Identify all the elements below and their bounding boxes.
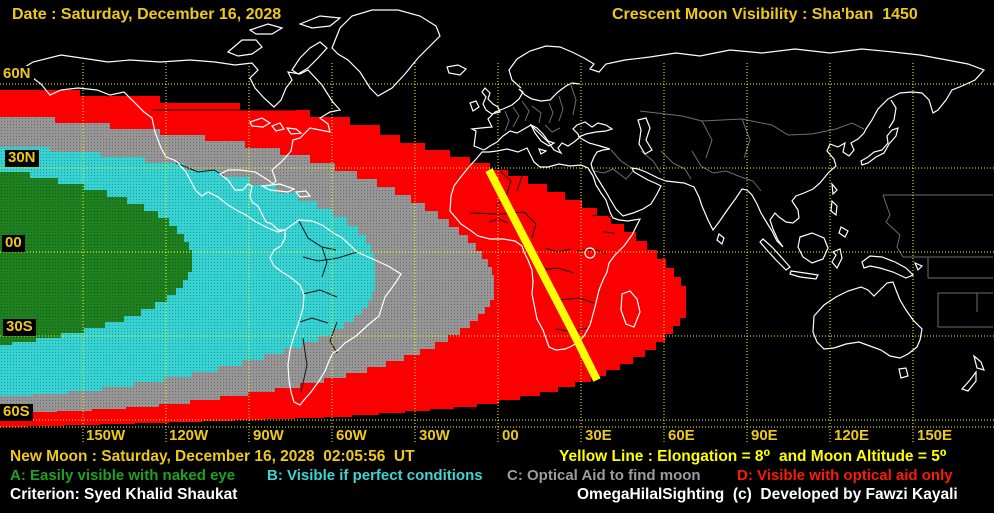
maritime-boundary-boxes [882,194,993,328]
lon-label-90e: 90E [751,427,778,444]
mediterranean-north-coast [483,124,580,155]
iceland-coast [446,64,468,76]
madagascar-coast [620,290,641,328]
new-guinea-coast [861,255,924,279]
lake-victoria [584,247,596,259]
visibility-zones [0,90,686,427]
country-borders-outside-zones [504,84,993,328]
lon-label-120w: 120W [169,427,209,444]
legend-c-optical-aid-find: C: Optical Aid to find moon [507,467,701,484]
lon-label-60e: 60E [668,427,695,444]
criterion-label: Criterion: Syed Khalid Shaukat [10,486,238,503]
lon-label-60w: 60W [336,427,367,444]
coastlines [18,9,986,406]
lon-label-150e: 150E [917,427,953,444]
lat-label-30n: 30N [5,150,39,167]
north-america-coast [18,54,342,233]
southeast-asia-islands [716,199,849,280]
yellow-line-info: Yellow Line : Elongation = 8⁰ and Moon A… [559,448,947,465]
australia-coast [812,281,923,379]
greenland-coast [331,9,441,97]
yellow-elongation-line [485,168,601,382]
page-title: Crescent Moon Visibility : Sha'ban 1450 [612,6,918,23]
lat-label-60s: 60S [0,404,33,421]
caribbean-islands [259,183,312,198]
japan-coast [831,99,899,196]
british-isles-coast [469,87,501,115]
legend-d-optical-aid-only: D: Visible with optical aid only [737,467,953,484]
lon-label-90w: 90W [253,427,284,444]
new-moon-info: New Moon : Saturday, December 16, 2028 0… [10,448,415,465]
italy-coast [529,123,556,155]
lon-label-00: 00 [502,427,519,444]
lat-label-00: 00 [2,235,25,252]
lon-label-30w: 30W [419,427,450,444]
zone-a-naked-eye [0,172,192,345]
arctic-archipelago-coast [226,15,342,75]
lon-label-120e: 120E [834,427,870,444]
credit-label: OmegaHilalSighting (c) Developed by Fawz… [577,486,958,503]
lon-label-30e: 30E [585,427,612,444]
europe-atlantic-coast [469,82,581,151]
new-zealand-coast [960,354,985,392]
caspian-sea [637,117,653,155]
africa-coast [449,147,642,351]
eurasia-coast [508,45,986,248]
lon-label-150w: 150W [86,427,126,444]
legend-a-naked-eye: A: Easily visible with naked eye [10,467,236,484]
date-label: Date : Saturday, December 16, 2028 [12,6,282,23]
legend-b-perfect-conditions: B: Visible if perfect conditions [267,467,483,484]
south-america-coast [269,219,402,406]
great-lakes [249,117,303,135]
lat-label-60n: 60N [0,66,34,83]
lat-label-30s: 30S [3,319,36,336]
